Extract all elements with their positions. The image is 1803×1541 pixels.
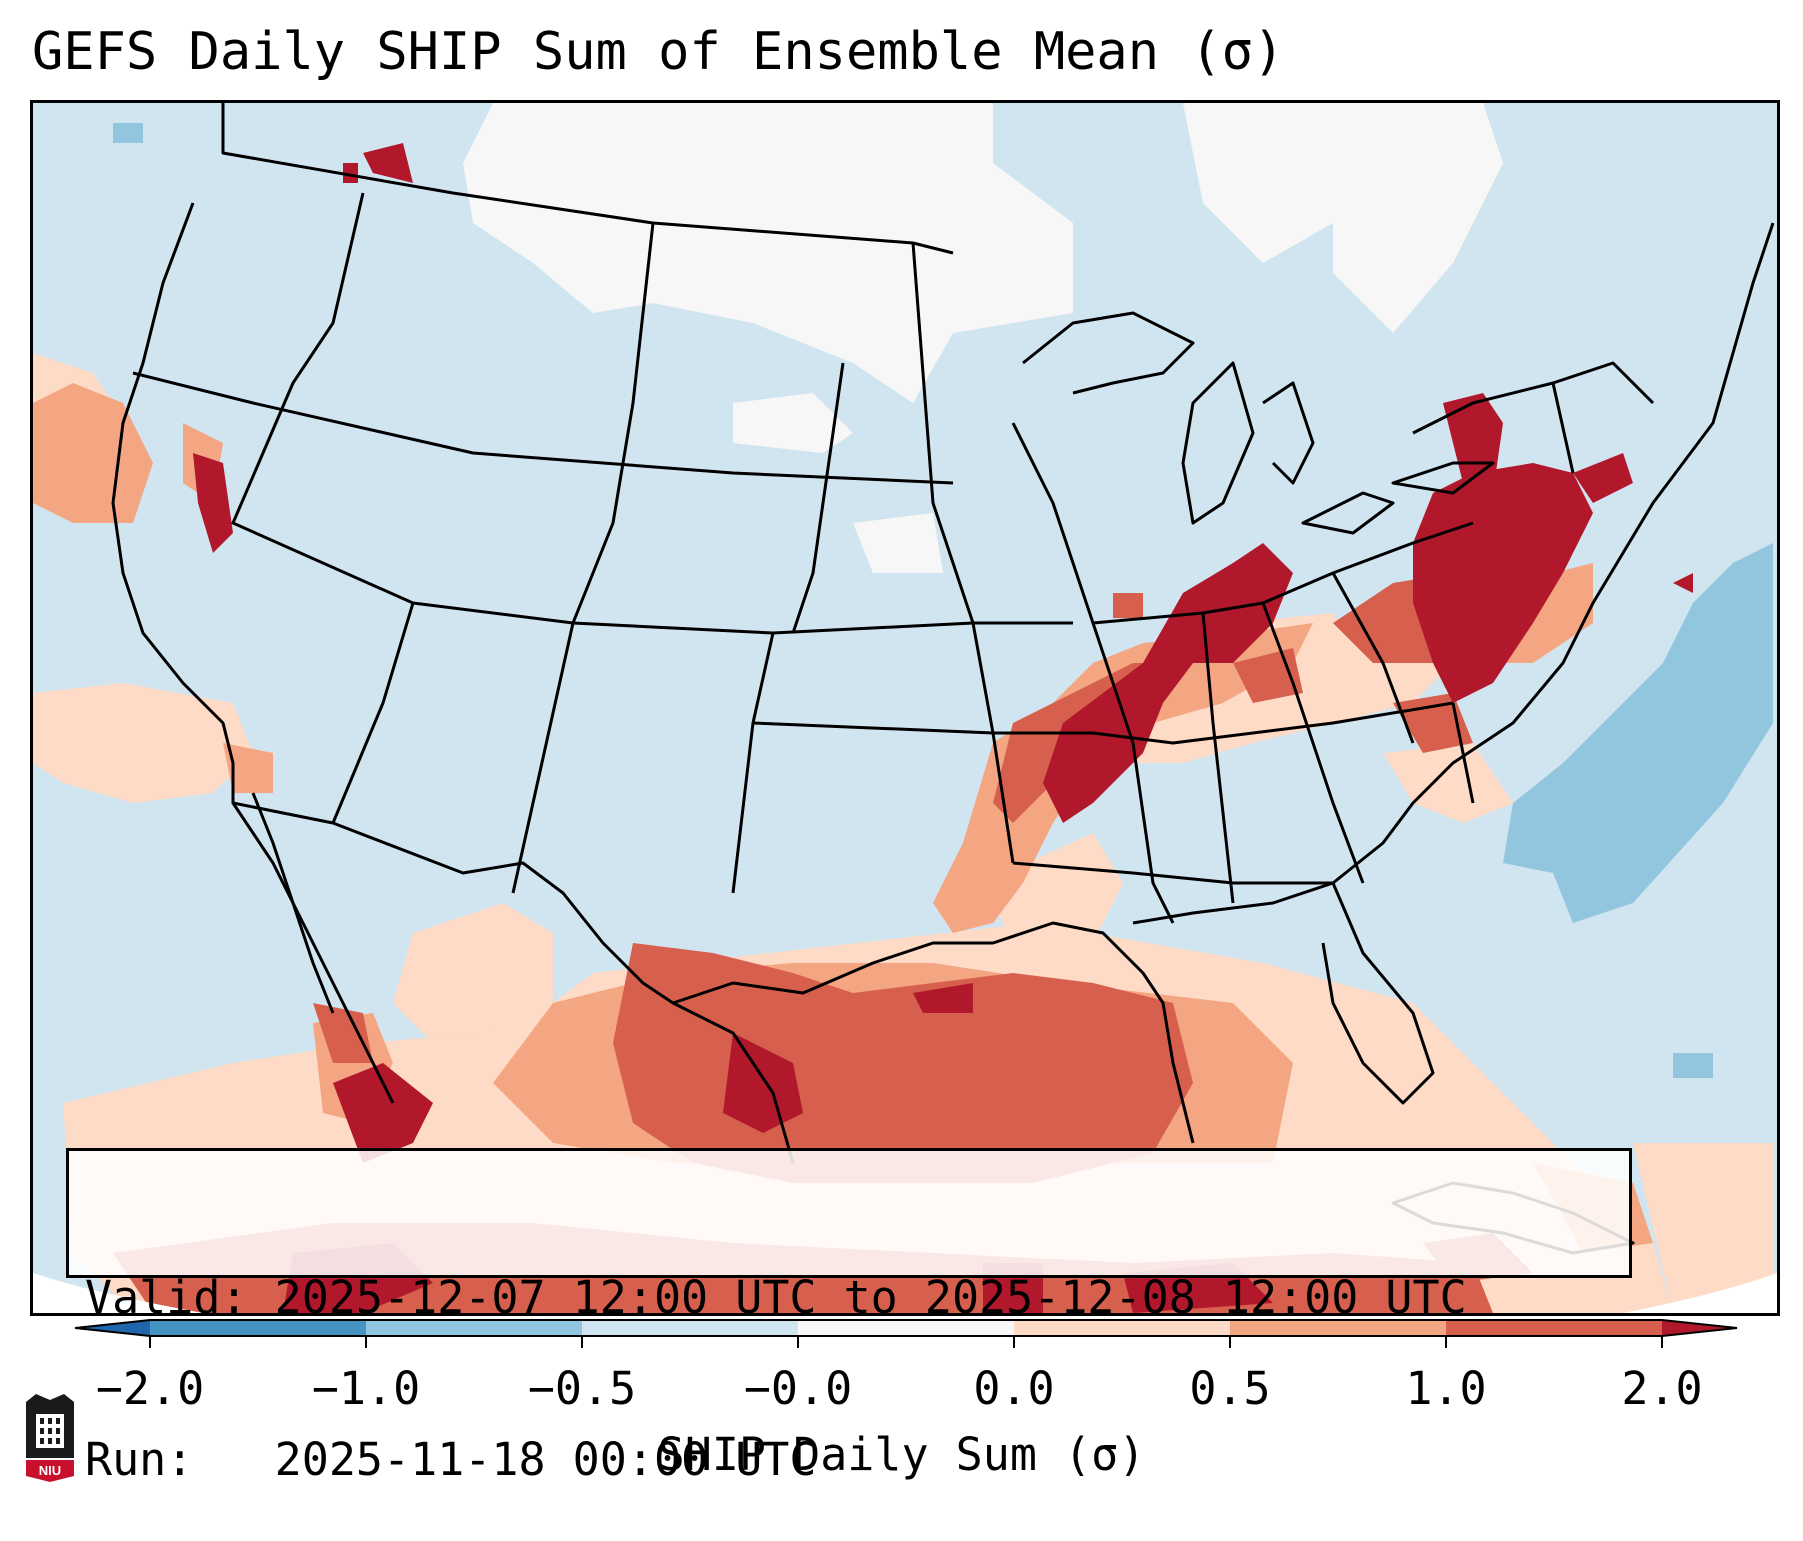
svg-text:NIU: NIU xyxy=(39,1463,61,1478)
run-time-text: Run: 2025-11-18 00:00 UTC xyxy=(85,1433,817,1486)
colorbar-label: SHIP Daily Sum (σ) xyxy=(657,1428,1146,1481)
colorbar-segment xyxy=(798,1320,1014,1336)
colorbar-segment xyxy=(582,1320,798,1336)
colorbar-tick-label: 0.0 xyxy=(973,1362,1055,1415)
colorbar-segment xyxy=(1014,1320,1230,1336)
colorbar-tick-label: −2.0 xyxy=(95,1362,205,1415)
colorbar-segment xyxy=(1446,1320,1662,1336)
validity-info-box: Valid: 2025-12-07 12:00 UTC to 2025-12-0… xyxy=(66,1148,1632,1486)
colorbar-tick-label: −0.5 xyxy=(527,1362,637,1415)
colorbar-segment xyxy=(1230,1320,1446,1336)
colorbar-tick-label: 1.0 xyxy=(1405,1362,1487,1415)
map-mask-corner xyxy=(33,1273,203,1313)
map-panel xyxy=(30,100,1780,1316)
niu-logo: NIU xyxy=(26,1394,74,1482)
colorbar-tick-label: −1.0 xyxy=(311,1362,421,1415)
colorbar-tick-label: 0.5 xyxy=(1189,1362,1271,1415)
colorbar-segment xyxy=(366,1320,582,1336)
political-boundaries xyxy=(111,103,1775,1255)
colorbar-segment xyxy=(150,1320,366,1336)
colorbar-segment xyxy=(1662,1320,1737,1336)
ship-anomaly-map xyxy=(33,103,1777,1313)
colorbar-tick-label: 2.0 xyxy=(1621,1362,1703,1415)
map-title: GEFS Daily SHIP Sum of Ensemble Mean (σ) xyxy=(32,22,1285,82)
colorbar xyxy=(74,1319,1738,1348)
colorbar-tick-label: −0.0 xyxy=(743,1362,853,1415)
negative-anomaly-region xyxy=(113,123,1773,1078)
valid-time-text: Valid: 2025-12-07 12:00 UTC to 2025-12-0… xyxy=(85,1271,1467,1324)
colorbar-segment xyxy=(75,1320,150,1336)
